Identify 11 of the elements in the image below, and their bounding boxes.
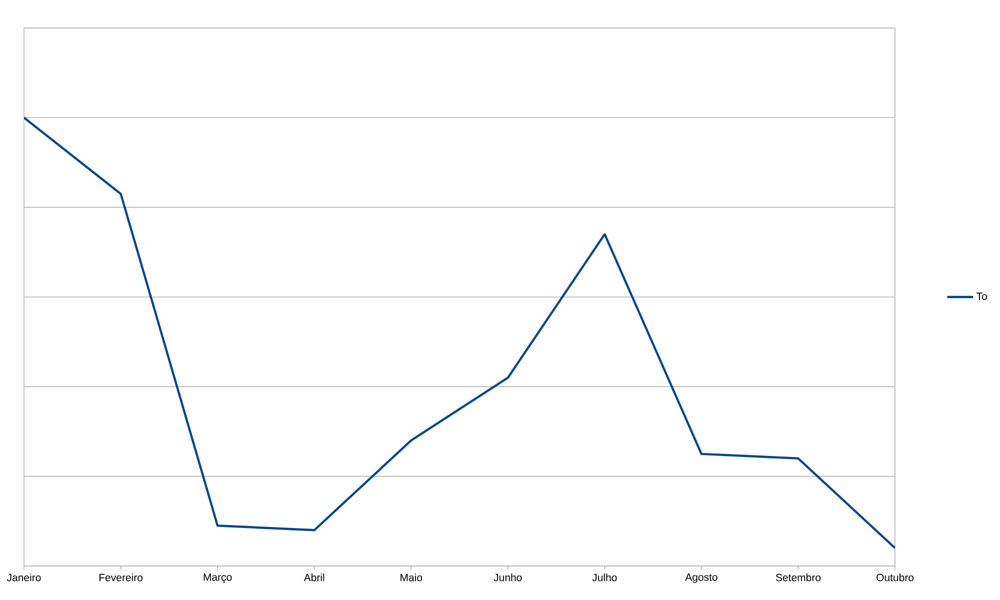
- x-tick-label: Maio: [400, 574, 422, 582]
- x-tick-label: Setembro: [776, 574, 821, 582]
- x-tick-label: Outubro: [876, 574, 914, 582]
- x-tick-label: Janeiro: [6, 574, 41, 582]
- legend-label: To: [976, 292, 987, 300]
- x-tick-label: Agosto: [685, 574, 718, 583]
- x-tick-label: Fevereiro: [99, 574, 143, 582]
- x-tick-label: Março: [204, 574, 232, 583]
- x-tick-label: Junho: [494, 574, 522, 582]
- x-tick-label: Julho: [592, 574, 617, 582]
- x-tick-label: Abril: [304, 574, 324, 582]
